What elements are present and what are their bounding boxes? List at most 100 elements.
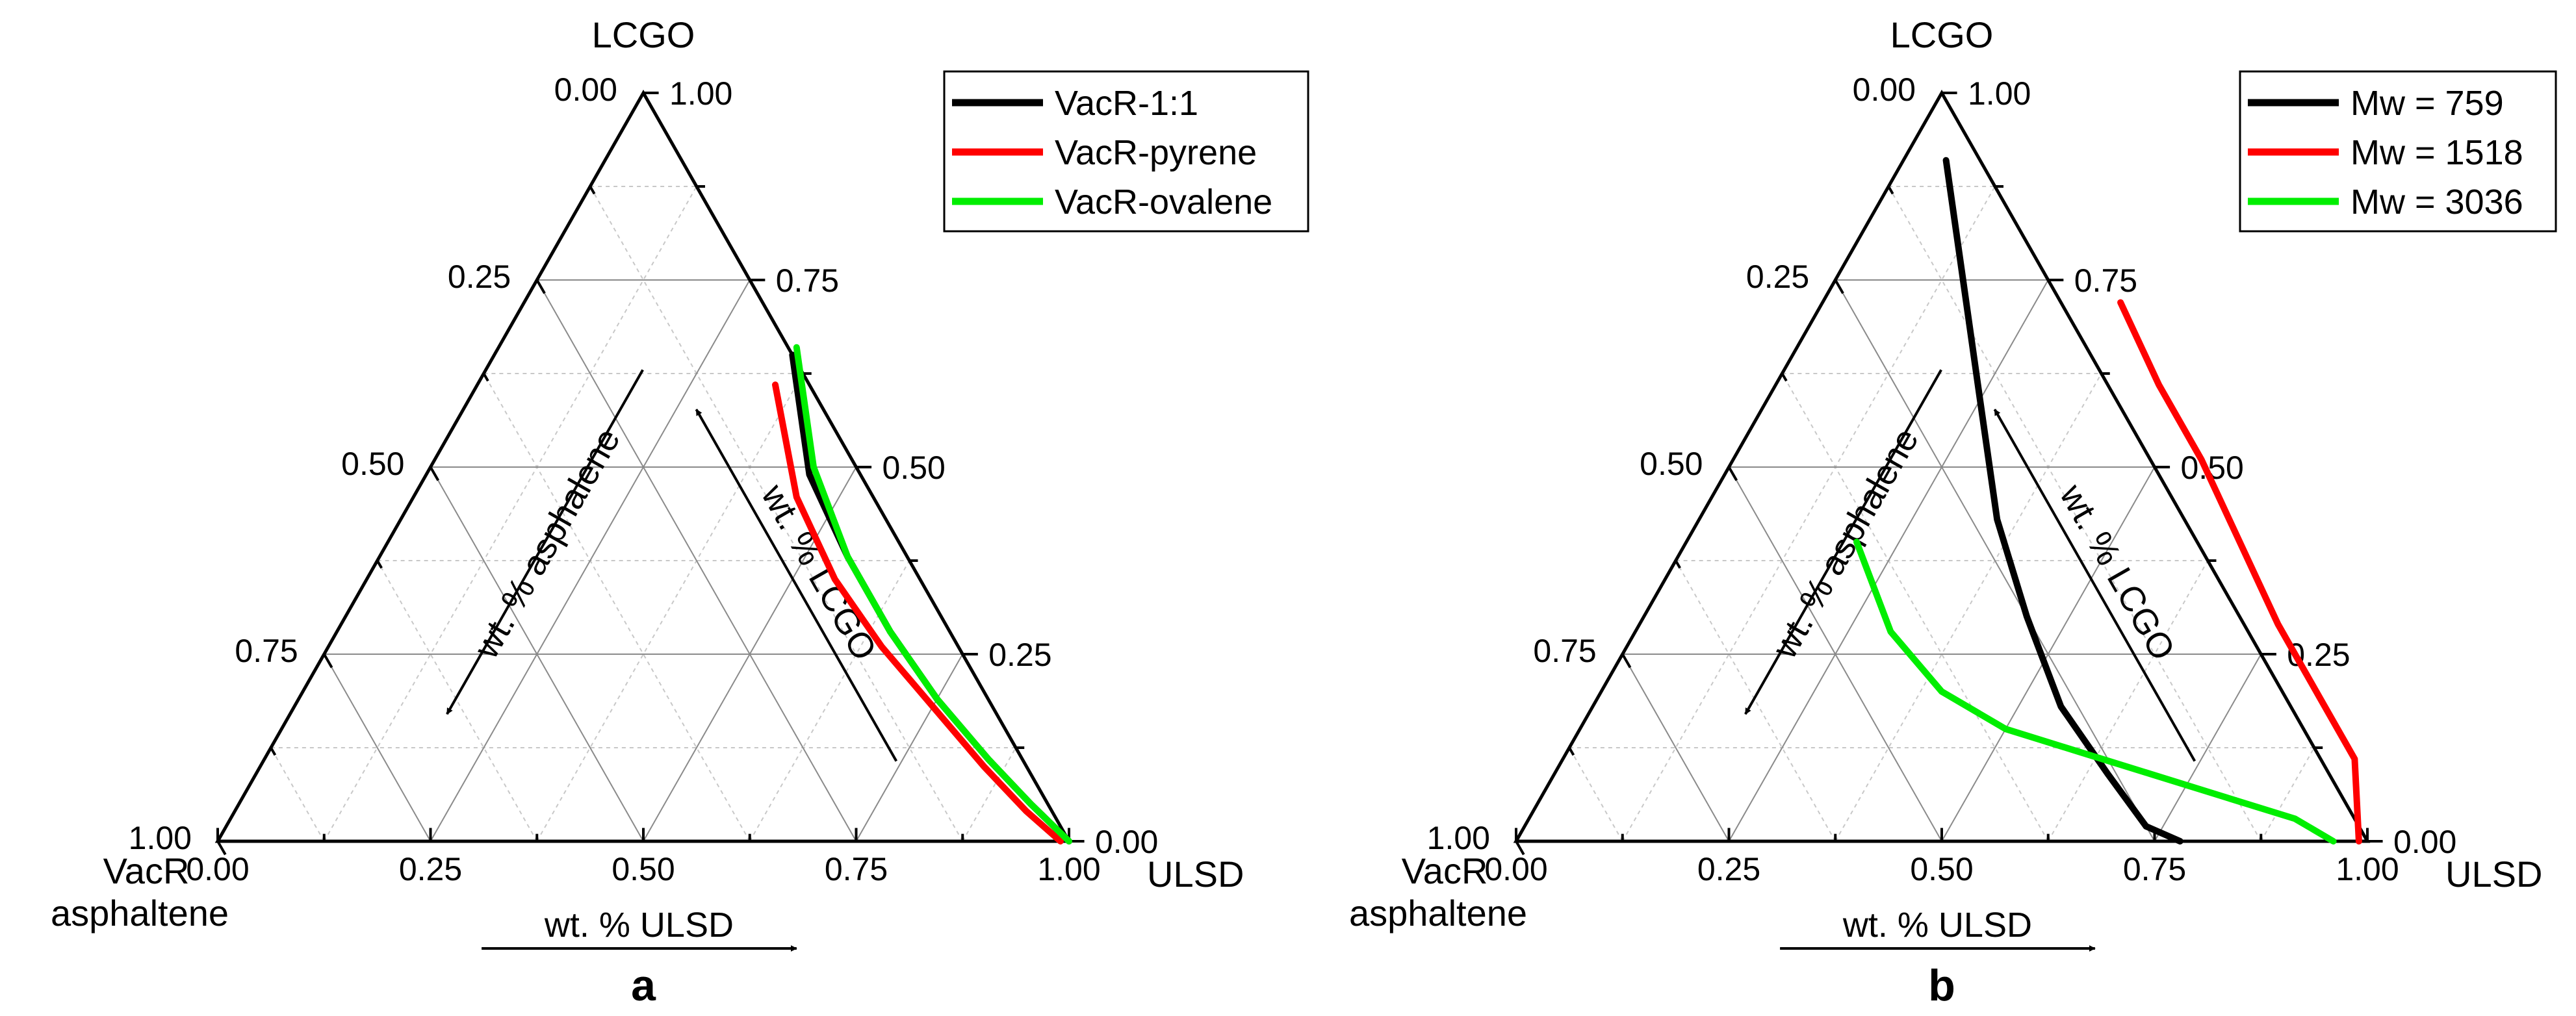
bottom-axis-title: wt. % ULSD [544, 906, 734, 945]
vertex-label-left-2: asphaltene [1349, 893, 1527, 933]
major-grid-line [1728, 279, 2049, 842]
bottom-tick-label: 0.25 [399, 851, 462, 887]
vertex-label-left: VacR [103, 850, 190, 891]
right-axis-arrow [1993, 409, 2196, 762]
left-tick-label: 0.50 [1640, 446, 1703, 482]
left-tick-label: 0.50 [341, 446, 404, 482]
left-tick [1834, 279, 1844, 294]
left-tick [429, 466, 440, 481]
left-tick [482, 373, 489, 382]
legend-label-2: VacR-pyrene [1055, 133, 1257, 172]
left-tick-label: 0.25 [1746, 259, 1809, 295]
bottom-tick-label: 1.00 [2336, 851, 2399, 887]
bottom-tick-label: 0.25 [1697, 851, 1760, 887]
left-tick [323, 654, 333, 668]
left-tick-label: 1.00 [1427, 820, 1490, 856]
major-grid-line [855, 654, 964, 842]
minor-grid-line [1621, 186, 1996, 842]
left-tick-label: 0.75 [1533, 633, 1596, 669]
left-tick [1727, 466, 1738, 481]
left-axis-title: wt. % asphalene [466, 422, 628, 665]
left-tick [642, 92, 652, 107]
minor-grid-line [1569, 747, 1623, 842]
major-grid-line [1621, 654, 1730, 842]
left-tick [216, 841, 227, 856]
right-tick-label: 0.00 [2393, 824, 2456, 860]
legend-label-1: VacR-1:1 [1055, 84, 1198, 123]
major-grid-line [1835, 279, 2156, 842]
minor-grid-line [270, 747, 325, 842]
minor-grid [1569, 186, 2315, 842]
left-tick [376, 560, 383, 569]
series-line-2 [2117, 299, 2362, 845]
bottom-tick-label: 0.50 [1910, 851, 1973, 887]
legend: Mw = 759 Mw = 1518 Mw = 3036 [2239, 70, 2557, 233]
minor-grid-line [1835, 373, 2102, 842]
right-tick-label: 0.75 [776, 262, 839, 299]
left-tick-label: 0.00 [1853, 71, 1916, 108]
left-tick-label: 0.00 [554, 71, 617, 108]
legend-label-3: VacR-ovalene [1055, 183, 1272, 222]
minor-grid-line [1888, 186, 2262, 842]
bottom-tick-label: 0.75 [825, 851, 888, 887]
bottom-axis-title: wt. % ULSD [1842, 906, 2032, 945]
vertex-label-left: VacR [1402, 850, 1488, 891]
ternary-panel-a: 0.00 0.00 0.00 0.25 0.25 0.25 0.50 0.50 0.50 0.75… [51, 14, 1309, 1010]
series-line-1 [1942, 157, 2183, 845]
left-tick [1621, 654, 1632, 668]
left-tick [535, 279, 546, 294]
right-tick-label: 0.25 [988, 637, 1051, 673]
left-tick-label: 1.00 [129, 820, 192, 856]
left-axis-arrow [446, 369, 644, 715]
vertex-label-right: ULSD [1147, 854, 1244, 895]
left-tick-label: 0.25 [448, 259, 511, 295]
right-tick-label: 0.50 [882, 450, 946, 486]
minor-grid-line [2260, 747, 2315, 842]
legend-label-2: Mw = 1518 [2351, 133, 2523, 172]
major-grid-line [1728, 466, 1942, 842]
minor-grid-line [536, 373, 804, 842]
left-tick [1674, 560, 1681, 569]
major-grid [1621, 279, 2262, 842]
right-axis-arrow [695, 409, 898, 762]
series-line-2 [772, 381, 1064, 845]
legend-label-1: Mw = 759 [2351, 84, 2504, 123]
major-grid-line [2154, 654, 2262, 842]
major-grid-line [430, 466, 644, 842]
vertex-label-top: LCGO [592, 14, 695, 55]
minor-grid-line [323, 186, 697, 842]
minor-grid [270, 186, 1016, 842]
right-tick-label: 0.00 [1095, 824, 1158, 860]
subplot-label: a [631, 961, 656, 1010]
right-axis-title: wt. % LCGO [753, 477, 884, 667]
right-tick-label: 1.00 [669, 75, 732, 112]
left-tick [1781, 373, 1788, 382]
right-axis-title: wt. % LCGO [2052, 477, 2182, 667]
bottom-tick-label: 0.00 [186, 851, 249, 887]
vertex-label-right: ULSD [2445, 854, 2542, 895]
vertex-label-top: LCGO [1890, 14, 1994, 55]
left-tick [1568, 747, 1575, 756]
legend: VacR-1:1 VacR-pyrene VacR-ovalene [943, 70, 1309, 233]
legend-label-3: Mw = 3036 [2351, 183, 2523, 222]
left-axis-arrow [1744, 369, 1942, 715]
bottom-tick-label: 0.50 [612, 851, 675, 887]
left-tick [1515, 841, 1525, 856]
left-tick-label: 0.75 [235, 633, 298, 669]
series-line-3 [793, 344, 1072, 845]
bottom-tick-label: 0.00 [1484, 851, 1547, 887]
left-tick [589, 186, 596, 195]
major-grid-line [536, 279, 857, 842]
left-tick [1940, 92, 1951, 107]
major-grid [323, 279, 964, 842]
series-line-3 [1853, 539, 2337, 845]
ternary-panel-b: 0.000.000.000.250.250.250.500.500.500.75… [1349, 14, 2557, 1010]
bottom-tick-label: 0.75 [2123, 851, 2186, 887]
bottom-tick-label: 1.00 [1037, 851, 1100, 887]
ticks [1515, 92, 2383, 856]
minor-grid-line [589, 186, 964, 842]
minor-grid-line [962, 747, 1016, 842]
left-axis-title: wt. % asphalene [1764, 422, 1926, 665]
major-grid-line [430, 279, 751, 842]
